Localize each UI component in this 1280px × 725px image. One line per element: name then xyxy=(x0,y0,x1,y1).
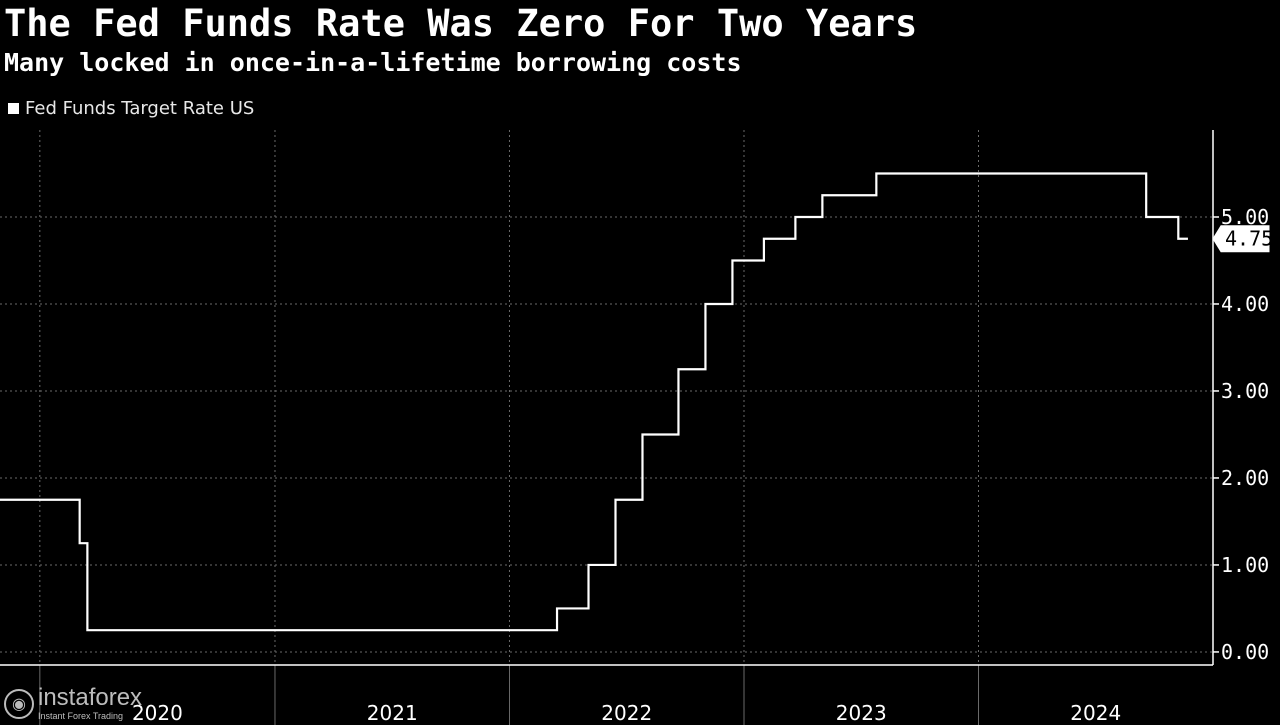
y-tick-label-5: 5.00 xyxy=(1221,205,1269,229)
x-tick-label-2024: 2024 xyxy=(1070,701,1121,725)
x-tick-label-2023: 2023 xyxy=(836,701,887,725)
instaforex-logo-icon: ◉ xyxy=(4,688,34,719)
legend-swatch xyxy=(8,103,19,114)
legend: Fed Funds Target Rate US xyxy=(8,98,254,119)
chart-subtitle: Many locked in once-in-a-lifetime borrow… xyxy=(4,48,742,77)
y-tick-label-1: 1.00 xyxy=(1221,553,1269,577)
chart-title: The Fed Funds Rate Was Zero For Two Year… xyxy=(4,2,918,45)
y-tick-label-3: 3.00 xyxy=(1221,379,1269,403)
watermark: ◉ instaforex Instant Forex Trading xyxy=(4,686,142,721)
watermark-name: instaforex xyxy=(38,684,143,711)
x-tick-label-2021: 2021 xyxy=(367,701,418,725)
y-tick-label-0: 0.00 xyxy=(1221,640,1269,664)
x-tick-label-2022: 2022 xyxy=(601,701,652,725)
series-line-0 xyxy=(0,172,1188,632)
y-tick-label-4: 4.00 xyxy=(1221,292,1269,316)
last-value-badge xyxy=(1212,225,1270,253)
x-tick-label-2020: 2020 xyxy=(132,701,183,725)
legend-label: Fed Funds Target Rate US xyxy=(25,98,255,119)
y-tick-label-2: 2.00 xyxy=(1221,466,1269,490)
watermark-tagline: Instant Forex Trading xyxy=(38,711,124,721)
last-value-label: 4.75 xyxy=(1225,227,1273,251)
